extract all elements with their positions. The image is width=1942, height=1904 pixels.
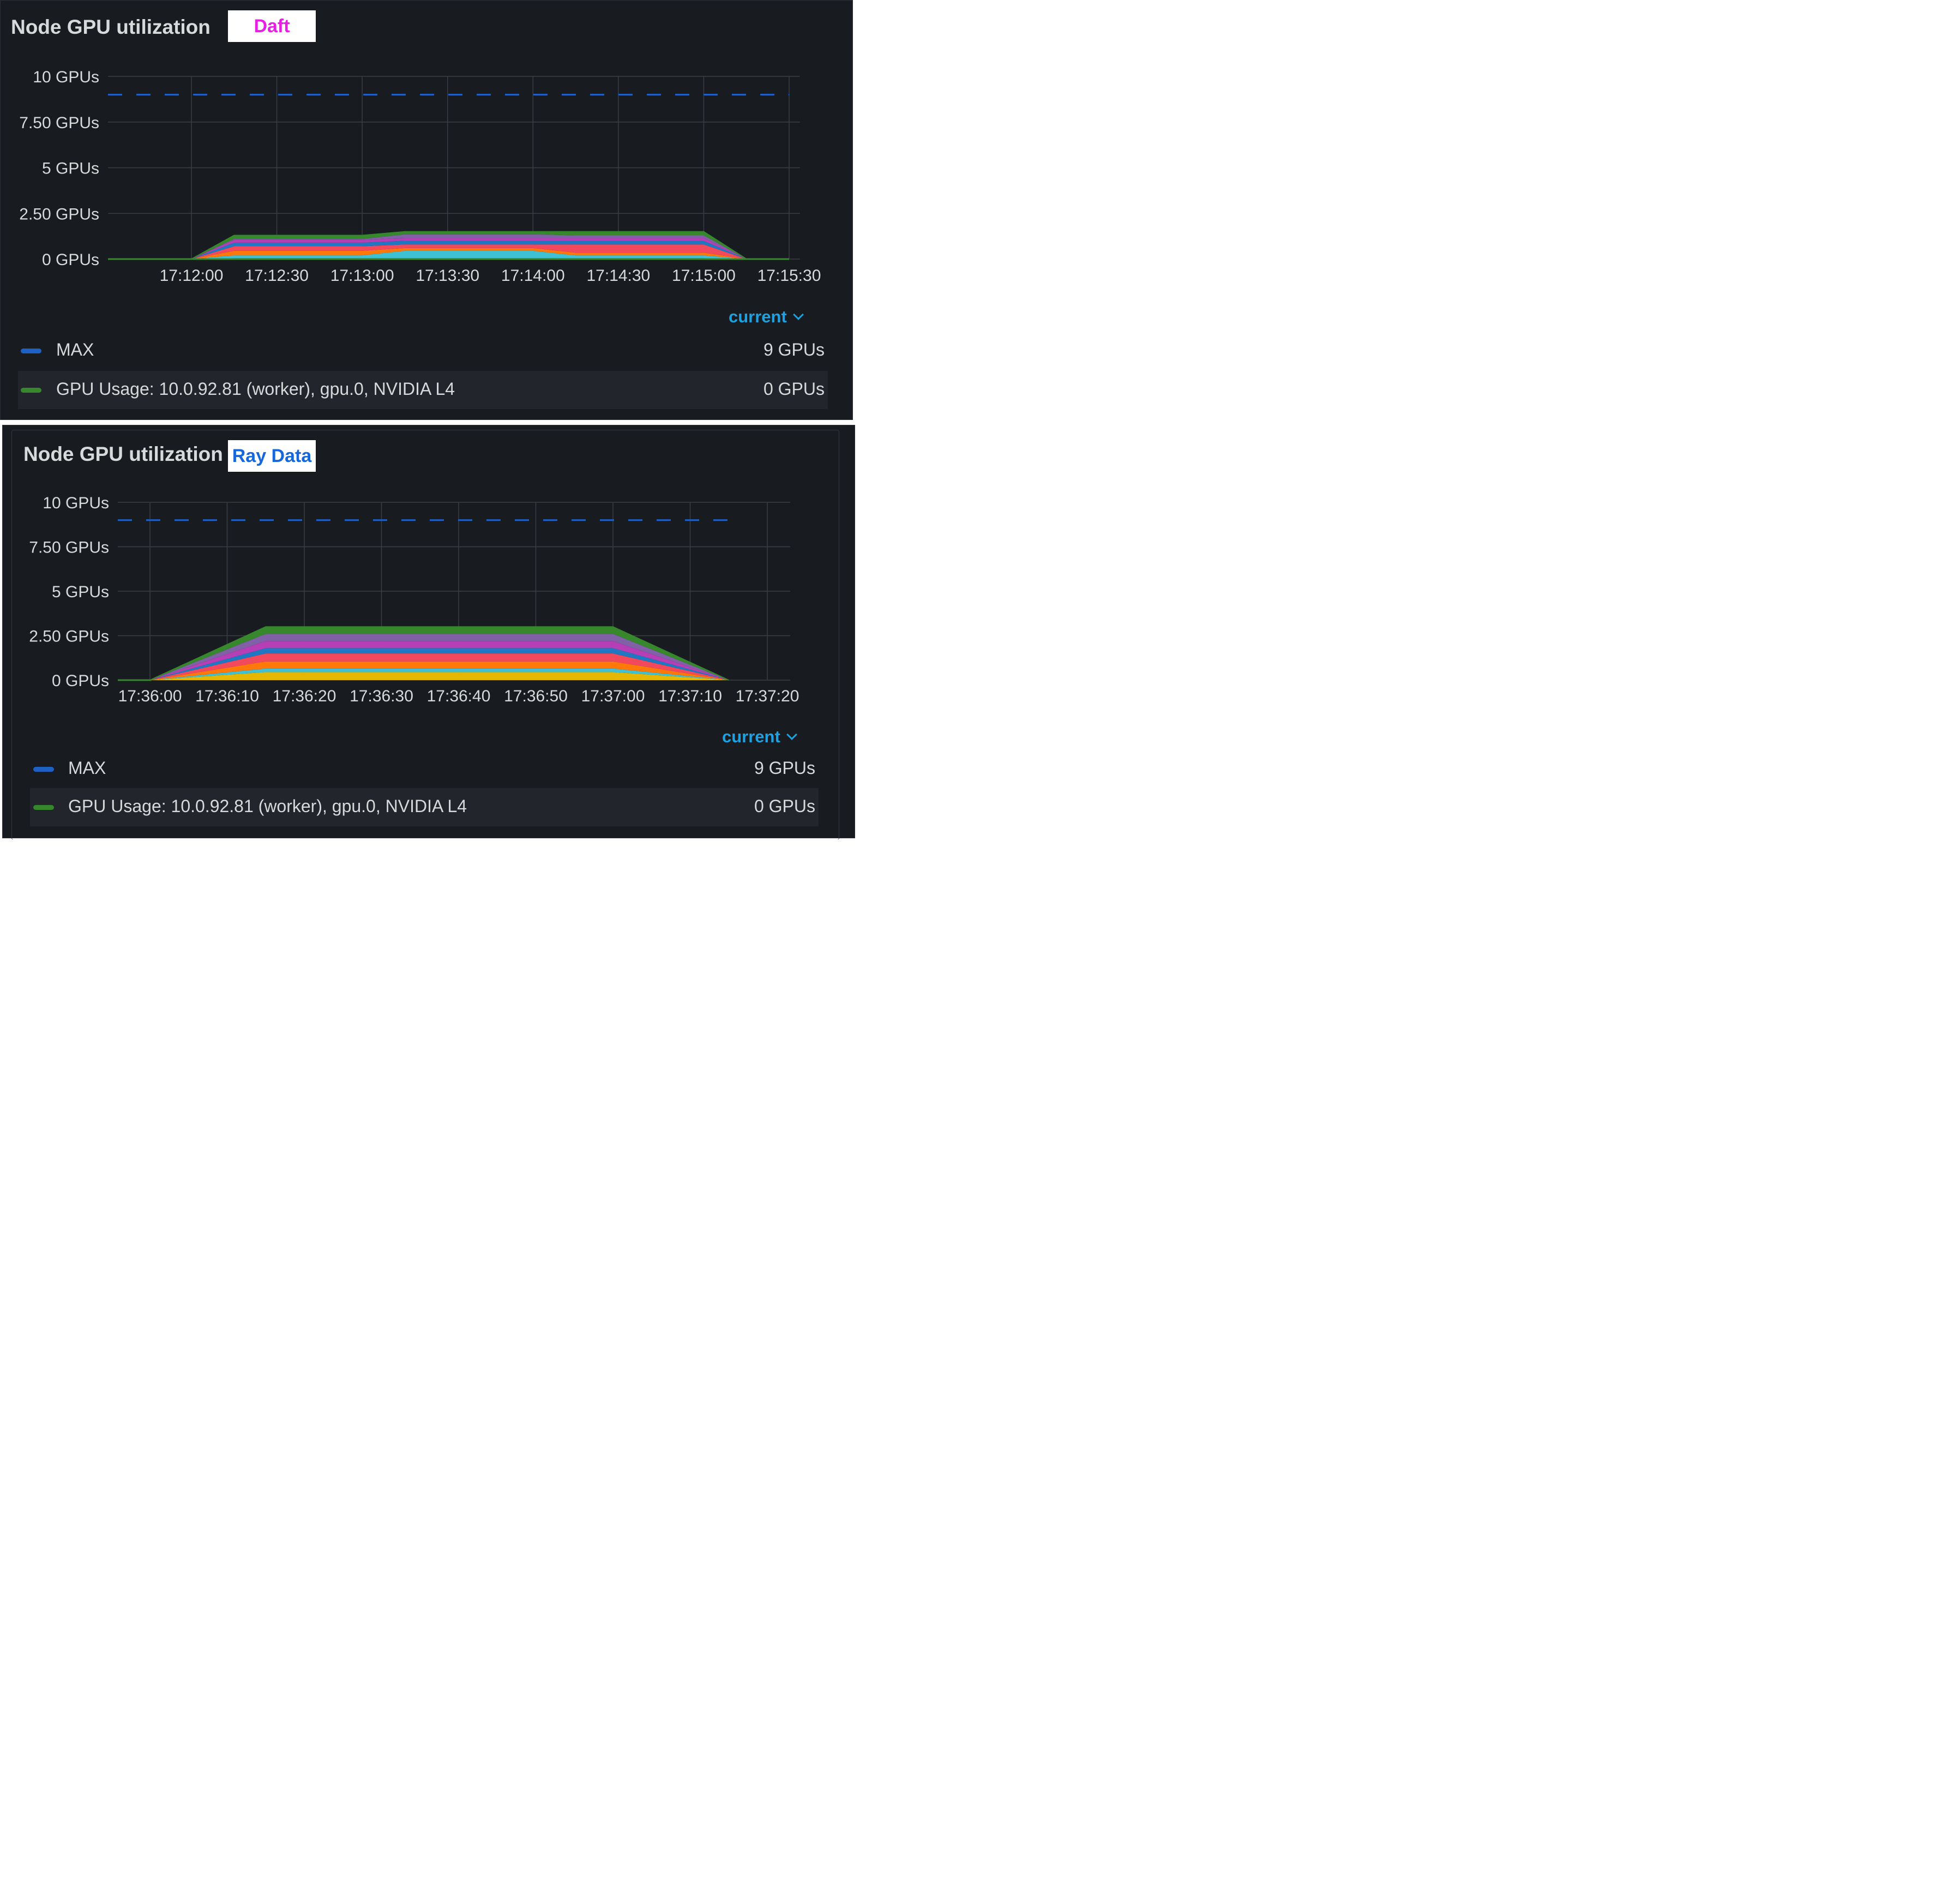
legend-value: 9 GPUs xyxy=(763,340,825,359)
x-tick-label: 17:14:00 xyxy=(501,267,565,285)
x-tick-label: 17:36:10 xyxy=(195,687,259,705)
x-tick-label: 17:13:00 xyxy=(330,267,394,285)
stacked-area-series xyxy=(119,653,729,680)
panel-title: Node GPU utilization xyxy=(11,16,211,38)
legend-swatch-icon xyxy=(21,388,41,393)
x-tick-label: 17:12:00 xyxy=(160,267,224,285)
x-tick-label: 17:12:30 xyxy=(245,267,309,285)
ray-data-gpu-panel: Node GPU utilization Ray Data 0 GPUs 2.50… xyxy=(2,425,855,840)
chevron-down-icon xyxy=(792,309,804,320)
legend-swatch-icon xyxy=(33,767,54,772)
x-tick-label: 17:36:50 xyxy=(504,687,568,705)
legend-item-gpu-usage[interactable]: GPU Usage: 10.0.92.81 (worker), gpu.0, N… xyxy=(18,371,828,409)
legend-item-max[interactable]: MAX 9 GPUs xyxy=(30,750,819,788)
y-tick-label: 5 GPUs xyxy=(52,583,109,601)
legend-label: GPU Usage: 10.0.92.81 (worker), gpu.0, N… xyxy=(56,379,455,399)
legend-mode-label: current xyxy=(729,307,787,326)
daft-tag: Daft xyxy=(228,10,316,42)
x-tick-label: 17:14:30 xyxy=(586,267,650,285)
x-tick-label: 17:37:20 xyxy=(736,687,799,705)
legend-mode-dropdown[interactable]: current xyxy=(722,727,797,747)
daft-gpu-chart: 0 GPUs 2.50 GPUs 5 GPUs 7.50 GPUs 10 GPUs 17:… xyxy=(19,68,821,285)
stacked-area-series xyxy=(108,231,789,259)
stacked-area-series xyxy=(108,244,789,259)
stacked-area-series xyxy=(108,250,789,259)
total-usage-line xyxy=(108,231,789,260)
legend-value: 9 GPUs xyxy=(754,758,815,778)
legend-label: MAX xyxy=(68,758,106,778)
y-tick-label: 2.50 GPUs xyxy=(29,628,109,646)
x-tick-label: 17:36:40 xyxy=(427,687,491,705)
y-tick-label: 7.50 GPUs xyxy=(29,539,109,557)
stacked-area-series xyxy=(119,668,729,680)
x-tick-label: 17:36:30 xyxy=(350,687,413,705)
x-tick-label: 17:15:00 xyxy=(672,267,736,285)
legend-mode-dropdown[interactable]: current xyxy=(729,307,804,327)
y-tick-label: 10 GPUs xyxy=(43,494,109,512)
x-tick-label: 17:36:20 xyxy=(273,687,336,705)
ray-data-gpu-chart: 0 GPUs 2.50 GPUs 5 GPUs 7.50 GPUs 10 GPUs 17:… xyxy=(29,494,799,705)
y-tick-label: 10 GPUs xyxy=(33,68,99,86)
y-tick-label: 0 GPUs xyxy=(42,251,99,269)
y-tick-label: 5 GPUs xyxy=(42,160,99,178)
y-tick-label: 7.50 GPUs xyxy=(19,114,99,132)
stacked-area-series xyxy=(119,661,729,680)
legend-value: 0 GPUs xyxy=(754,796,815,816)
stacked-area-series xyxy=(108,241,789,259)
x-tick-label: 17:37:10 xyxy=(658,687,722,705)
panel-title: Node GPU utilization xyxy=(23,443,223,465)
x-tick-label: 17:37:00 xyxy=(581,687,645,705)
legend-item-max[interactable]: MAX 9 GPUs xyxy=(18,332,828,370)
y-tick-label: 2.50 GPUs xyxy=(19,205,99,223)
x-tick-label: 17:36:00 xyxy=(118,687,182,705)
legend-mode-label: current xyxy=(722,727,780,746)
legend-swatch-icon xyxy=(33,805,54,810)
stacked-area-series xyxy=(119,672,729,680)
legend-label: MAX xyxy=(56,340,94,359)
chevron-down-icon xyxy=(786,729,797,740)
daft-gpu-panel: Node GPU utilization Daft 0 GPUs 2.50 GPU… xyxy=(0,0,853,420)
legend-value: 0 GPUs xyxy=(763,379,825,399)
x-tick-label: 17:13:30 xyxy=(416,267,479,285)
legend-label: GPU Usage: 10.0.92.81 (worker), gpu.0, N… xyxy=(68,796,467,816)
x-tick-label: 17:15:30 xyxy=(757,267,821,285)
y-tick-label: 0 GPUs xyxy=(52,672,109,690)
legend-item-gpu-usage[interactable]: GPU Usage: 10.0.92.81 (worker), gpu.0, N… xyxy=(30,788,819,826)
ray-data-tag: Ray Data xyxy=(228,440,316,472)
legend-swatch-icon xyxy=(21,349,41,353)
